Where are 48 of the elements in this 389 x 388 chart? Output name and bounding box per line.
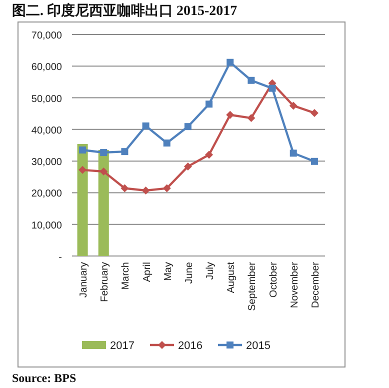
x-tick-label: October xyxy=(268,261,280,298)
point xyxy=(290,150,297,157)
point xyxy=(226,58,234,66)
point xyxy=(163,140,170,147)
legend-label: 2017 xyxy=(110,340,134,352)
x-tick-label: January xyxy=(78,262,90,298)
point xyxy=(248,76,255,84)
point xyxy=(79,146,86,154)
point xyxy=(121,148,128,156)
y-tick-label: 60,000 xyxy=(31,62,62,74)
x-tick-label: August xyxy=(226,262,238,294)
point xyxy=(310,158,318,165)
point xyxy=(78,166,87,174)
y-tick-label: 10,000 xyxy=(31,220,62,232)
x-tick-label: February xyxy=(100,262,111,302)
y-tick-label: - xyxy=(58,252,62,263)
point xyxy=(142,186,150,194)
point xyxy=(120,184,129,192)
x-tick-label: May xyxy=(162,262,174,281)
point xyxy=(184,162,192,170)
point xyxy=(184,123,192,130)
x-tick-label: September xyxy=(247,261,258,311)
legend-label: 2015 xyxy=(246,340,270,352)
y-tick-label: 50,000 xyxy=(31,94,62,105)
point xyxy=(100,149,108,156)
point xyxy=(100,168,108,176)
point xyxy=(310,108,318,117)
point xyxy=(268,84,276,92)
y-tick-label: 30,000 xyxy=(31,157,62,168)
x-tick-label: December xyxy=(310,261,322,308)
point xyxy=(289,102,298,110)
x-tick-label: April xyxy=(142,262,153,282)
x-tick-label: July xyxy=(205,262,216,280)
point xyxy=(205,150,214,159)
point xyxy=(162,184,171,192)
x-tick-label: November xyxy=(289,261,300,308)
point xyxy=(142,122,150,130)
x-tick-label: March xyxy=(120,262,132,290)
legend-label: 2016 xyxy=(178,340,202,352)
source-note: Source: BPS xyxy=(12,371,76,385)
y-tick-label: 70,000 xyxy=(31,30,62,42)
y-tick-label: 40,000 xyxy=(31,125,62,136)
chart-title: 图二. 印度尼西亚咖啡出口 2015-2017 xyxy=(12,2,238,19)
point xyxy=(226,110,234,119)
point xyxy=(206,100,213,108)
y-tick-label: 20,000 xyxy=(31,188,62,200)
point xyxy=(247,114,256,122)
x-tick-label: June xyxy=(184,262,195,284)
